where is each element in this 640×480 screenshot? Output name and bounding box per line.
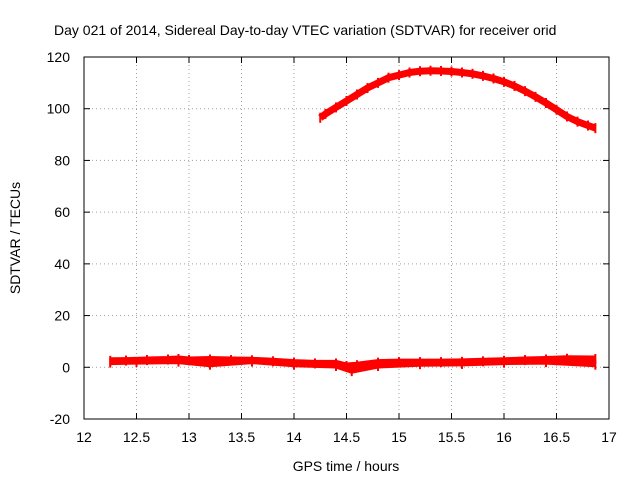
y-tick-label: 40 bbox=[54, 256, 70, 272]
x-tick-label: 17 bbox=[601, 429, 617, 445]
y-tick-label: 0 bbox=[62, 359, 70, 375]
x-tick-label: 14.5 bbox=[333, 429, 360, 445]
x-tick-label: 13 bbox=[181, 429, 197, 445]
x-axis-title: GPS time / hours bbox=[293, 458, 400, 474]
x-tick-label: 16.5 bbox=[543, 429, 570, 445]
grid-lines bbox=[84, 57, 609, 419]
y-tick-label: 20 bbox=[54, 308, 70, 324]
y-tick-label: 120 bbox=[47, 49, 71, 65]
x-tick-label: 15 bbox=[391, 429, 407, 445]
chart-title: Day 021 of 2014, Sidereal Day-to-day VTE… bbox=[54, 22, 556, 38]
x-tick-label: 13.5 bbox=[228, 429, 255, 445]
series-line-lower-track-spread bbox=[110, 359, 596, 374]
series-line-upper-track bbox=[318, 67, 597, 132]
x-tick-label: 15.5 bbox=[438, 429, 465, 445]
x-tick-label: 12.5 bbox=[123, 429, 150, 445]
x-tick-label: 14 bbox=[286, 429, 302, 445]
y-tick-label: 80 bbox=[54, 152, 70, 168]
y-tick-label: -20 bbox=[50, 411, 70, 427]
y-tick-label: 100 bbox=[47, 101, 71, 117]
x-tick-label: 16 bbox=[496, 429, 512, 445]
axis-ticks: 12 12.5 13 13.5 14 14.5 15 15.5 16 16.5 17 -20 0 20 40… bbox=[47, 49, 617, 445]
data-series bbox=[109, 65, 597, 377]
y-axis-title: SDTVAR / TECUs bbox=[7, 182, 23, 294]
x-tick-label: 12 bbox=[76, 429, 92, 445]
y-tick-label: 60 bbox=[54, 204, 70, 220]
